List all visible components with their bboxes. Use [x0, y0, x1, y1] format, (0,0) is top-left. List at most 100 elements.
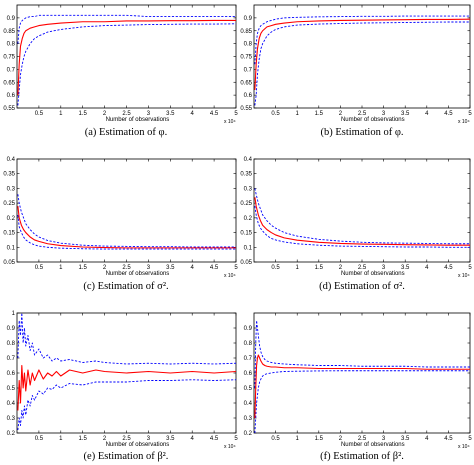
- y-tick-label: 0.75: [240, 55, 252, 61]
- x-tick-label: 0.5: [35, 436, 44, 442]
- series-line-band: [17, 379, 236, 431]
- x-tick-label: 0.5: [35, 111, 44, 117]
- y-tick-label: 0.5: [7, 386, 16, 392]
- x-tick-label: 3.5: [401, 436, 410, 442]
- x-tick-label: 5: [468, 436, 472, 442]
- x-tick-label: 1: [296, 265, 300, 271]
- y-tick-label: 0.7: [244, 67, 253, 73]
- series-group: [17, 313, 236, 431]
- series-line-band: [254, 206, 470, 248]
- x-tick-label: 5: [234, 111, 238, 117]
- series-line-band: [254, 188, 470, 245]
- x-axis-label: Number of observations: [106, 271, 170, 277]
- series-line-band: [17, 313, 236, 365]
- y-tick-label: 0.4: [7, 157, 16, 163]
- y-tick-label: 0.15: [3, 231, 15, 237]
- x-tick-label: 3: [382, 436, 386, 442]
- series-line-estimate: [254, 18, 470, 91]
- y-tick-label: 0.55: [240, 106, 252, 112]
- x-tick-label: 4: [191, 265, 195, 271]
- axes-box: [253, 312, 471, 434]
- y-tick-label: 0.35: [3, 172, 15, 178]
- x-tick-label: 3.5: [401, 111, 410, 117]
- x-tick-label: 1: [296, 436, 300, 442]
- y-tick-label: 0.4: [7, 401, 16, 407]
- x-tick-label: 2: [339, 265, 343, 271]
- y-tick-label: 0.6: [7, 93, 16, 99]
- y-tick-label: 0.2: [244, 431, 253, 437]
- x-tick-label: 3: [382, 111, 386, 117]
- series-line-band: [17, 14, 236, 44]
- x-tick-label: 2: [339, 111, 343, 117]
- x-tick-label: 1: [59, 111, 63, 117]
- chart-panel: 0.5 1 1.5 2 2.5 3 3.5 4 4.5 5 0.2 0.3 0.4 0.5 0.6 0.7 0.…: [244, 312, 472, 450]
- series-line-band: [254, 21, 470, 106]
- x-tick-label: 2.5: [358, 436, 367, 442]
- x-tick-label: 2: [103, 436, 107, 442]
- y-tick-label: 0.2: [244, 216, 253, 222]
- x-multiplier-label: x 10⁴: [224, 273, 236, 279]
- y-tick-label: 0.4: [244, 157, 253, 163]
- y-tick-label: 0.65: [240, 80, 252, 86]
- panel-caption: (a) Estimation of φ.: [85, 127, 167, 138]
- x-tick-label: 0.5: [271, 436, 280, 442]
- panel-caption: (c) Estimation of σ².: [83, 281, 168, 292]
- x-tick-label: 5: [234, 436, 238, 442]
- y-tick-label: 0.9: [244, 326, 253, 332]
- y-tick-label: 0.3: [244, 186, 253, 192]
- y-tick-label: 0.7: [7, 356, 16, 362]
- x-axis-label: Number of observations: [106, 442, 170, 448]
- x-tick-label: 3: [382, 265, 386, 271]
- y-tick-label: 0.25: [240, 201, 252, 207]
- x-tick-label: 2: [103, 111, 107, 117]
- x-tick-label: 1.5: [315, 111, 324, 117]
- x-tick-label: 0.5: [35, 265, 44, 271]
- chart-panel: 0.5 1 1.5 2 2.5 3 3.5 4 4.5 5 0.55 0.6 0.65 0.7 0.75 0.…: [3, 4, 238, 125]
- series-group: [17, 194, 236, 250]
- x-tick-label: 1.5: [79, 436, 88, 442]
- x-tick-label: 2.5: [358, 265, 367, 271]
- x-axis-label: Number of observations: [106, 117, 170, 123]
- x-tick-label: 0.5: [271, 111, 280, 117]
- x-tick-label: 2.5: [122, 265, 131, 271]
- x-tick-label: 3.5: [166, 265, 175, 271]
- series-group: [17, 14, 236, 106]
- y-tick-label: 0.1: [7, 245, 16, 251]
- y-tick-label: 0.75: [3, 55, 15, 61]
- series-group: [254, 320, 470, 433]
- series-line-estimate: [17, 364, 236, 411]
- x-tick-label: 1.5: [79, 265, 88, 271]
- x-axis-label: Number of observations: [341, 117, 405, 123]
- y-tick-label: 0.3: [7, 186, 16, 192]
- x-tick-label: 4: [425, 436, 429, 442]
- x-tick-label: 2.5: [122, 111, 131, 117]
- series-line-band: [254, 370, 470, 433]
- series-group: [254, 188, 470, 248]
- series-line-band: [254, 15, 470, 65]
- y-tick-label: 0.7: [7, 67, 16, 73]
- x-tick-label: 4.5: [210, 111, 219, 117]
- x-multiplier-label: x 10⁴: [458, 273, 470, 279]
- y-tick-label: 0.3: [7, 416, 16, 422]
- y-tick-label: 0.05: [3, 260, 15, 266]
- x-tick-label: 1.5: [79, 111, 88, 117]
- chart-panel: 0.5 1 1.5 2 2.5 3 3.5 4 4.5 5 0.05 0.1 0.15 0.2 0.25 0.…: [3, 157, 238, 279]
- panel-caption: (e) Estimation of β².: [84, 451, 169, 462]
- x-tick-label: 2: [339, 436, 343, 442]
- x-tick-label: 4: [425, 111, 429, 117]
- y-tick-label: 0.1: [244, 245, 253, 251]
- y-tick-label: 0.4: [244, 401, 253, 407]
- y-tick-label: 0.7: [244, 356, 253, 362]
- x-tick-label: 4: [191, 111, 195, 117]
- y-tick-label: 0.25: [3, 201, 15, 207]
- x-tick-label: 3: [147, 436, 151, 442]
- x-tick-label: 1: [59, 436, 63, 442]
- y-tick-label: 0.8: [7, 42, 16, 48]
- y-tick-label: 0.65: [3, 80, 15, 86]
- y-tick-label: 0.6: [244, 93, 253, 99]
- series-line-band: [17, 214, 236, 250]
- y-tick-label: 0.9: [7, 326, 16, 332]
- x-tick-label: 4: [191, 436, 195, 442]
- x-tick-label: 4.5: [210, 265, 219, 271]
- series-line-estimate: [254, 197, 470, 246]
